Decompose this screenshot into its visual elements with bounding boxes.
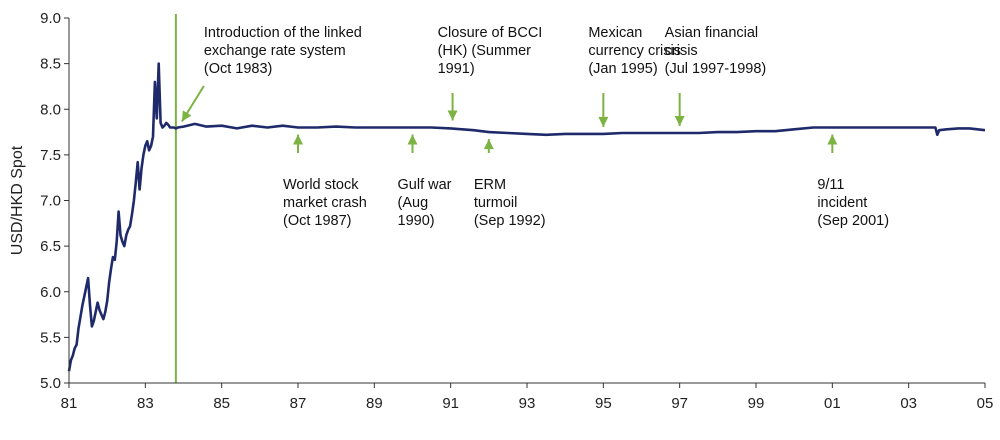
annotation-arrow-head: [293, 134, 303, 145]
x-tick-label: 99: [748, 395, 765, 412]
annotation-2: Mexican currency crisis (Jan 1995): [588, 25, 681, 127]
y-tick-label: 6.0: [40, 284, 61, 301]
x-tick-label: 97: [671, 395, 688, 412]
y-tick-label: 8.5: [40, 56, 61, 73]
annotation-6: ERM turmoil (Sep 1992): [474, 139, 546, 229]
x-tick-label: 87: [290, 395, 307, 412]
annotation-label-line: turmoil: [474, 195, 518, 211]
y-tick-label: 7.0: [40, 193, 61, 210]
annotation-label-line: Introduction of the linked: [204, 25, 362, 41]
annotation-label-line: Closure of BCCI: [438, 25, 543, 41]
x-tick-label: 89: [366, 395, 383, 412]
x-tick-label: 93: [519, 395, 536, 412]
annotation-arrow-head: [598, 116, 609, 127]
annotation-label-line: (Oct 1987): [283, 213, 352, 229]
annotation-label-line: 1991): [438, 61, 475, 77]
x-tick-label: 05: [977, 395, 994, 412]
y-tick-label: 8.0: [40, 101, 61, 118]
annotation-arrow-head: [447, 110, 458, 121]
y-tick-label: 5.5: [40, 329, 61, 346]
annotation-label-line: ERM: [474, 177, 506, 193]
usd-hkd-series-line: [67, 62, 986, 372]
annotation-label-line: Mexican: [588, 25, 642, 41]
annotation-label-line: incident: [817, 195, 867, 211]
x-tick-label: 91: [442, 395, 459, 412]
y-axis-title: USD/HKD Spot: [9, 145, 26, 255]
x-tick-label: 85: [213, 395, 230, 412]
annotation-3: Asian financial crisis (Jul 1997-1998): [665, 25, 767, 126]
annotation-arrow-head: [407, 134, 418, 145]
annotation-label-line: (HK) (Summer: [438, 43, 532, 59]
annotation-label-line: (Sep 1992): [474, 213, 546, 229]
annotation-5: Gulf war (Aug 1990): [398, 134, 452, 229]
annotation-4: World stock market crash (Oct 1987): [283, 134, 367, 229]
annotation-label-line: Asian financial: [665, 25, 759, 41]
annotation-label-line: currency crisis: [588, 43, 681, 59]
annotation-arrow-head: [827, 134, 838, 145]
annotation-arrow-head: [674, 115, 685, 126]
x-tick-label: 81: [61, 395, 78, 412]
annotation-arrow-head: [483, 139, 494, 150]
annotation-7: 9/11 incident (Sep 2001): [817, 134, 889, 229]
x-tick-label: 95: [595, 395, 612, 412]
annotation-label-line: crisis: [665, 43, 698, 59]
y-tick-label: 7.5: [40, 147, 61, 164]
y-tick-label: 5.0: [40, 375, 61, 392]
annotation-label-line: 9/11: [817, 177, 844, 193]
x-tick-label: 03: [900, 395, 917, 412]
y-tick-label: 9.0: [40, 10, 61, 27]
x-tick-label: 83: [137, 395, 154, 412]
x-tick-label: 01: [824, 395, 841, 412]
y-tick-label: 6.5: [40, 238, 61, 255]
annotation-1: Closure of BCCI (HK) (Summer 1991): [438, 25, 543, 121]
annotation-label-line: Gulf war: [398, 177, 452, 193]
annotation-label-line: (Sep 2001): [817, 213, 889, 229]
annotation-arrow-head: [181, 110, 192, 122]
annotation-label-line: World stock: [283, 177, 359, 193]
annotation-label-line: (Jul 1997-1998): [665, 61, 767, 77]
annotation-label-line: (Jan 1995): [588, 61, 657, 77]
annotation-label-line: exchange rate system: [204, 43, 346, 59]
annotation-0: Introduction of the linked exchange rate …: [181, 25, 362, 123]
annotation-label-line: 1990): [398, 213, 435, 229]
annotation-label-line: (Oct 1983): [204, 61, 273, 77]
annotation-label-line: market crash: [283, 195, 367, 211]
annotation-label-line: (Aug: [398, 195, 429, 211]
